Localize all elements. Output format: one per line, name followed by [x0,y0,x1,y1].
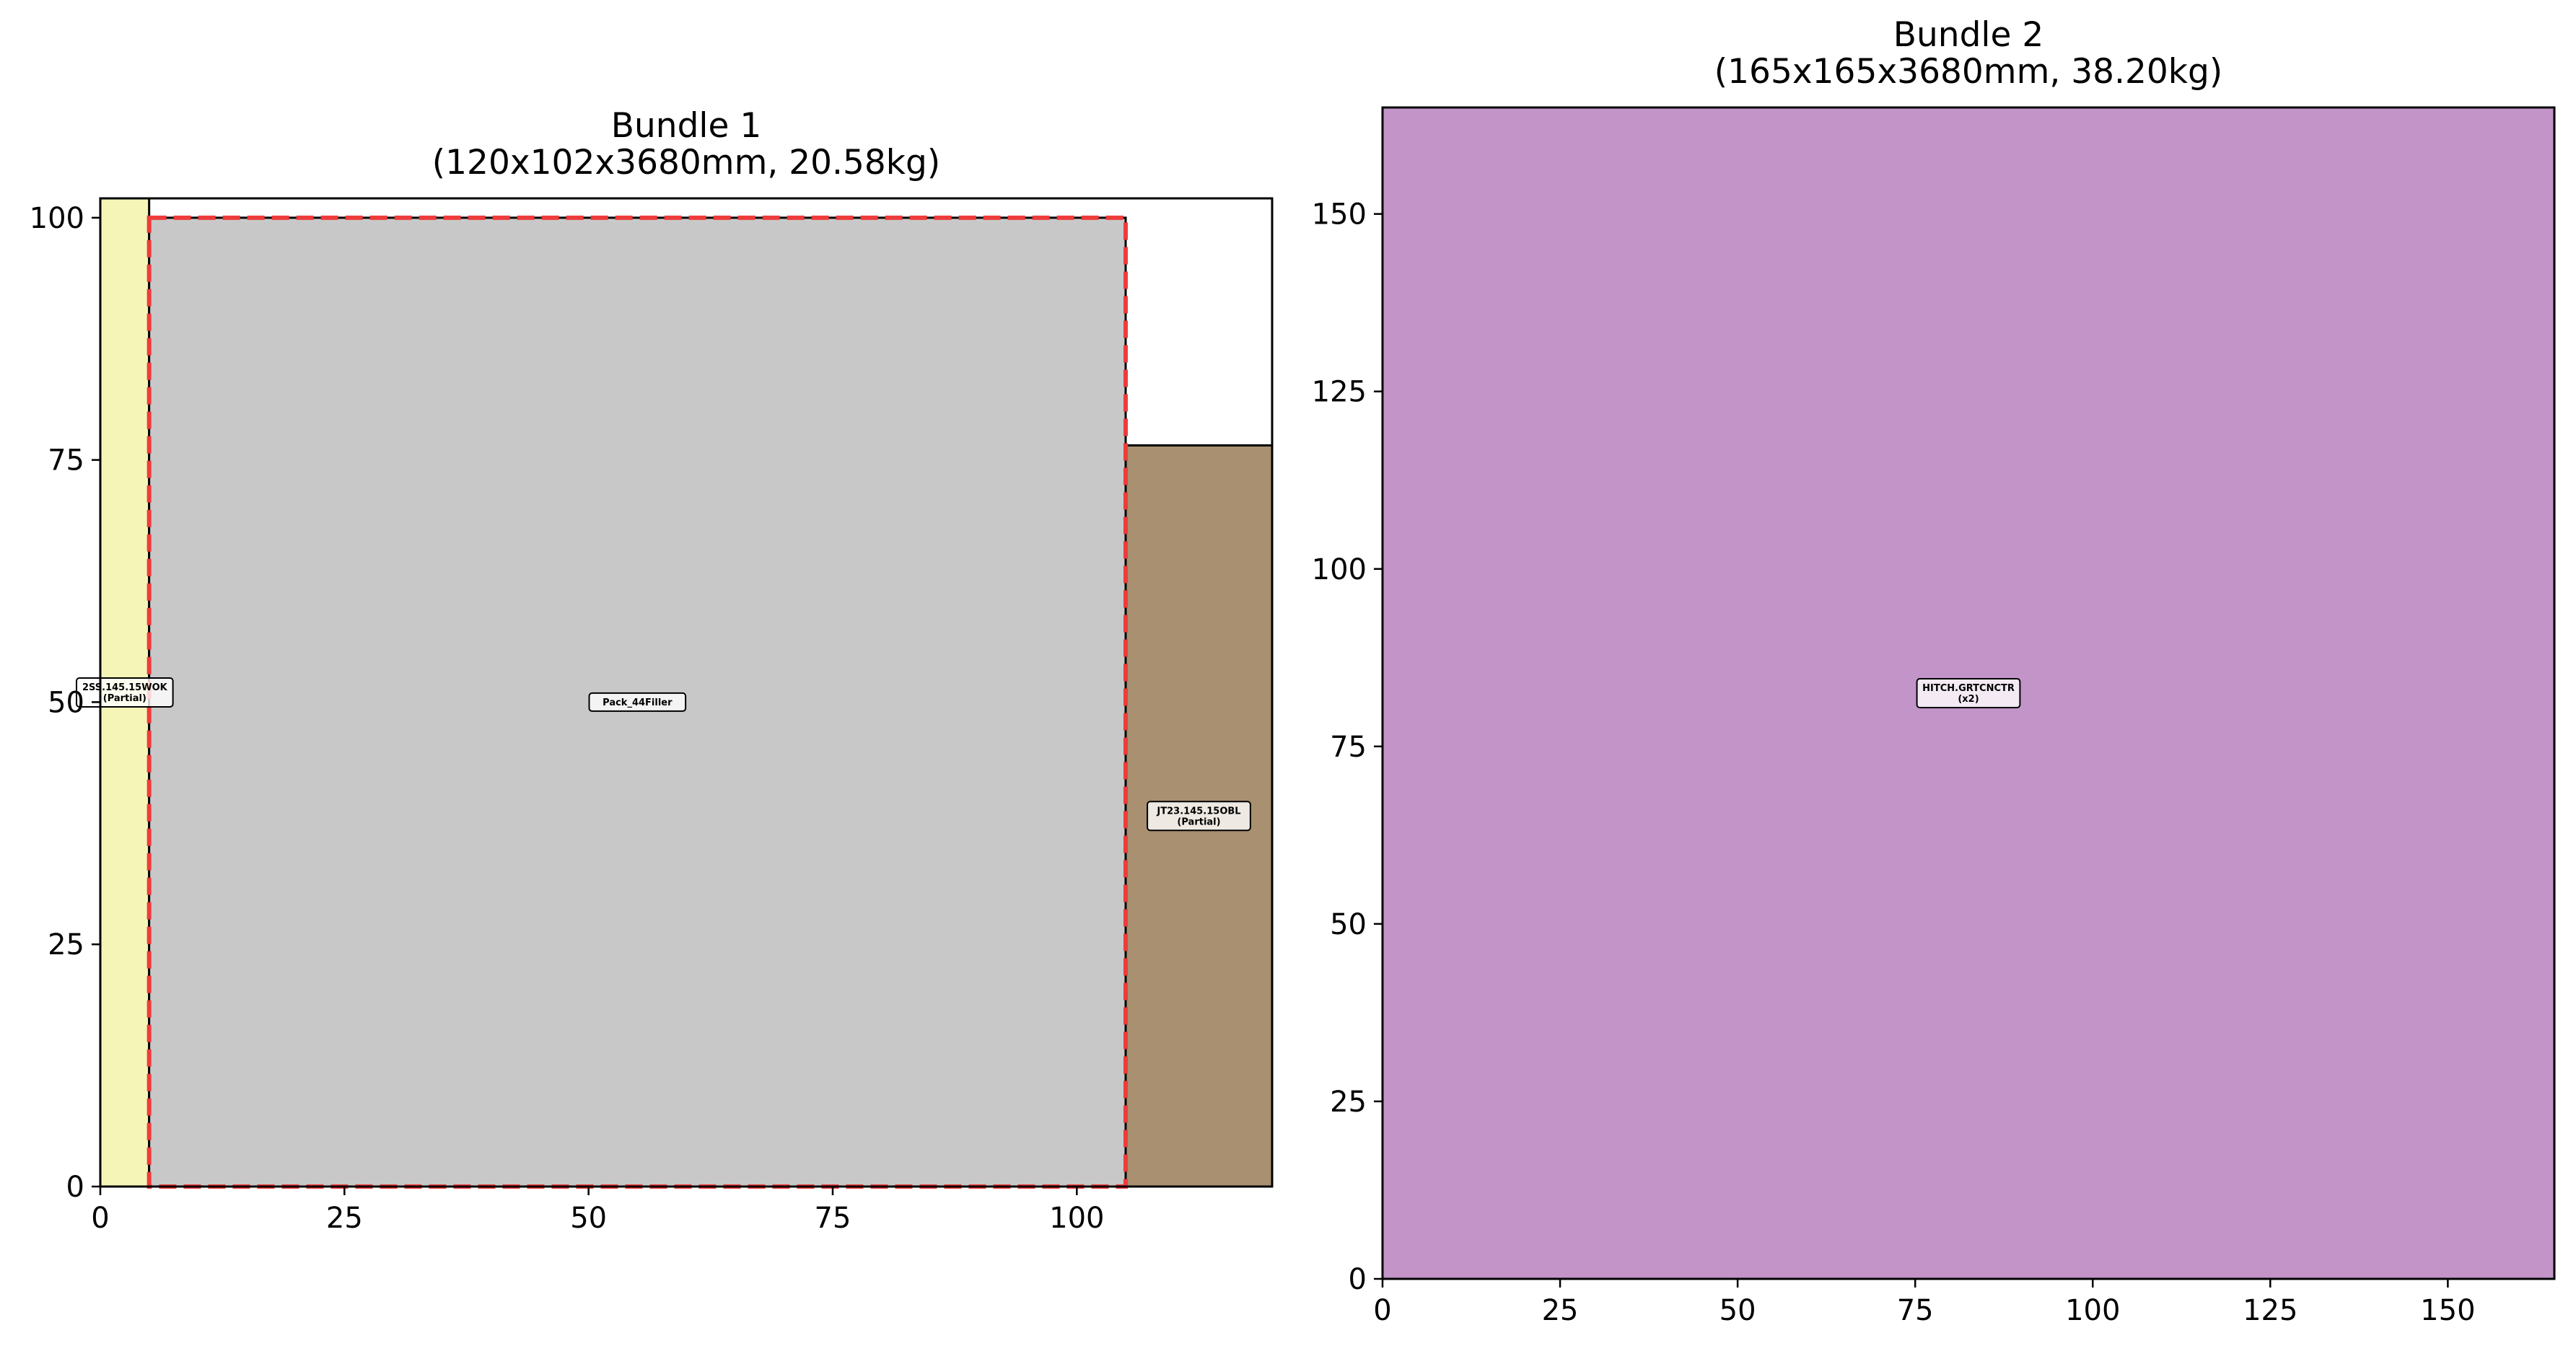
bundle-1-y-tick-label: 50 [48,686,84,719]
bundle-1-title: Bundle 1 [611,106,761,146]
bundle-1-y-tick-label: 100 [30,202,84,235]
bundle-2-y-tick-label: 0 [1349,1263,1367,1296]
bundle-1-item-label: Pack_44Filler [603,697,673,708]
bundle-2-x-tick-label: 25 [1542,1294,1579,1327]
bundle-2-y-tick-label: 150 [1312,198,1367,232]
bundle-1-y-tick-label: 0 [66,1171,84,1204]
bundle-1-item-label: 2SS.145.15WOK [82,682,168,693]
bundle-2-item-label: HITCH.GRTCNCTR [1922,683,2015,694]
bundle-2-y-tick-label: 75 [1330,731,1367,764]
bundle-1-y-tick-label: 75 [48,444,84,478]
bundle-2-x-tick-label: 150 [2420,1294,2475,1327]
bundle-1-item-label: JT23.145.15OBL [1156,806,1240,817]
bundle-1-x-tick-label: 0 [91,1202,109,1235]
bundle-1-item-note: (Partial) [1177,817,1220,827]
bundle-2-y-tick-label: 100 [1312,553,1367,586]
bundle-2-item-label-box [1916,678,2021,708]
bundle-2-x-tick-label: 125 [2243,1294,2297,1327]
bundle-2-y-tick-label: 125 [1312,376,1367,409]
bundle-1-y-tick-label: 25 [48,928,84,961]
bundle-2-y-tick-label: 25 [1330,1086,1367,1119]
bundle-2-x-tick-label: 0 [1373,1294,1391,1327]
bundle-1-x-tick-label: 75 [815,1202,851,1235]
bundle-2-panel: Bundle 2 (165x165x3680mm, 38.20kg) HITCH… [1312,15,2556,1327]
bundle-1-x-tick-label: 25 [326,1202,363,1235]
bundle-2-x-tick-label: 50 [1719,1294,1756,1327]
bundle-1-panel: Bundle 1 (120x102x3680mm, 20.58kg) 2SS.1… [30,106,1274,1235]
bundle-2-x-tick-label: 75 [1897,1294,1934,1327]
bundle-2-item-note: (x2) [1958,694,1979,705]
bundle-2-y-tick-label: 50 [1330,908,1367,941]
bundle-2-axes-frame [1381,106,2556,1280]
bundle-1-item-note: (Partial) [103,693,146,704]
bundle-1-x-tick-label: 50 [570,1202,607,1235]
bundle-2-subtitle: (165x165x3680mm, 38.20kg) [1714,52,2222,92]
bundle-1-subtitle: (120x102x3680mm, 20.58kg) [432,143,940,182]
bundle-2-x-tick-label: 100 [2065,1294,2120,1327]
bundle-1-item-label-box [588,692,687,712]
bundle-1-item-label-box [1147,801,1251,832]
bundle-1-axes-frame [99,197,1274,1188]
bundle-1-x-tick-label: 100 [1049,1202,1104,1235]
bundle-2-title: Bundle 2 [1893,15,2043,55]
